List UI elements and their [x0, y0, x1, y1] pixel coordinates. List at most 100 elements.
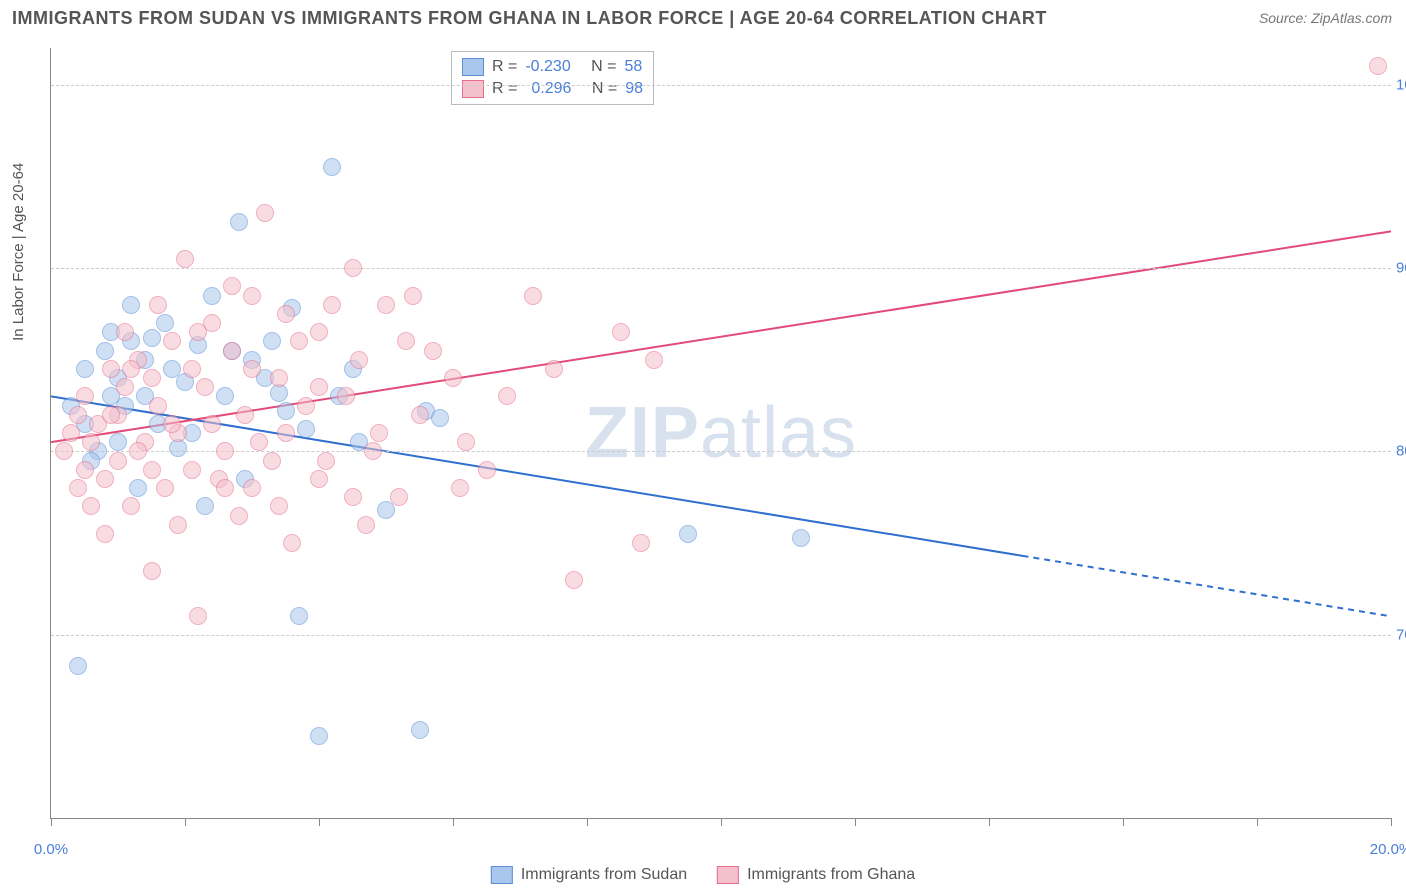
- scatter-point: [230, 213, 248, 231]
- gridline: [51, 268, 1391, 269]
- scatter-point: [76, 360, 94, 378]
- scatter-point: [457, 433, 475, 451]
- scatter-point: [310, 323, 328, 341]
- legend-label-ghana: Immigrants from Ghana: [747, 866, 915, 884]
- scatter-point: [96, 470, 114, 488]
- scatter-point: [310, 378, 328, 396]
- legend-swatch-ghana: [717, 866, 739, 884]
- r-value-sudan: -0.230: [525, 56, 570, 78]
- scatter-point: [163, 415, 181, 433]
- x-tick: [319, 818, 320, 826]
- scatter-point: [122, 497, 140, 515]
- scatter-point: [310, 727, 328, 745]
- n-label-sudan: N =: [591, 56, 616, 78]
- scatter-point: [143, 369, 161, 387]
- scatter-point: [183, 360, 201, 378]
- scatter-point: [76, 387, 94, 405]
- x-tick: [855, 818, 856, 826]
- scatter-point: [632, 534, 650, 552]
- scatter-point: [189, 323, 207, 341]
- scatter-point: [203, 415, 221, 433]
- n-value-sudan: 58: [625, 56, 643, 78]
- scatter-point: [243, 287, 261, 305]
- legend-label-sudan: Immigrants from Sudan: [521, 866, 687, 884]
- scatter-point: [122, 360, 140, 378]
- x-tick: [587, 818, 588, 826]
- scatter-point: [270, 497, 288, 515]
- scatter-point: [176, 250, 194, 268]
- scatter-point: [524, 287, 542, 305]
- scatter-point: [149, 296, 167, 314]
- watermark-bold: ZIP: [585, 393, 700, 473]
- correlation-stats-legend: R = -0.230 N = 58 R = 0.296 N = 98: [451, 51, 654, 105]
- scatter-point: [444, 369, 462, 387]
- scatter-point: [102, 360, 120, 378]
- scatter-point: [196, 497, 214, 515]
- scatter-point: [129, 442, 147, 460]
- scatter-point: [478, 461, 496, 479]
- scatter-point: [270, 369, 288, 387]
- scatter-point: [149, 397, 167, 415]
- scatter-point: [243, 360, 261, 378]
- scatter-point: [256, 204, 274, 222]
- legend-swatch-sudan: [491, 866, 513, 884]
- scatter-point: [431, 409, 449, 427]
- scatter-point: [277, 424, 295, 442]
- scatter-point: [143, 562, 161, 580]
- scatter-point: [290, 607, 308, 625]
- scatter-point: [156, 479, 174, 497]
- scatter-point: [411, 721, 429, 739]
- scatter-point: [498, 387, 516, 405]
- scatter-point: [411, 406, 429, 424]
- scatter-point: [679, 525, 697, 543]
- scatter-point: [1369, 57, 1387, 75]
- scatter-point: [277, 305, 295, 323]
- scatter-point: [323, 296, 341, 314]
- scatter-point: [397, 332, 415, 350]
- bottom-legend: Immigrants from Sudan Immigrants from Gh…: [491, 866, 915, 884]
- scatter-point: [277, 402, 295, 420]
- scatter-point: [143, 461, 161, 479]
- scatter-point: [203, 287, 221, 305]
- gridline: [51, 451, 1391, 452]
- scatter-point: [344, 488, 362, 506]
- scatter-point: [370, 424, 388, 442]
- scatter-point: [364, 442, 382, 460]
- x-tick: [185, 818, 186, 826]
- n-label-ghana: N =: [592, 78, 617, 100]
- gridline: [51, 85, 1391, 86]
- scatter-point: [96, 525, 114, 543]
- scatter-point: [223, 277, 241, 295]
- chart-svg-layer: [51, 48, 1391, 818]
- scatter-point: [82, 433, 100, 451]
- swatch-ghana: [462, 80, 484, 98]
- legend-item-sudan: Immigrants from Sudan: [491, 866, 687, 884]
- scatter-point: [116, 323, 134, 341]
- scatter-point: [156, 314, 174, 332]
- scatter-point: [169, 516, 187, 534]
- scatter-point: [404, 287, 422, 305]
- scatter-point: [82, 497, 100, 515]
- scatter-point: [183, 461, 201, 479]
- swatch-sudan: [462, 58, 484, 76]
- stats-row-sudan: R = -0.230 N = 58: [462, 56, 643, 78]
- scatter-point: [230, 507, 248, 525]
- gridline: [51, 635, 1391, 636]
- scatter-point: [290, 332, 308, 350]
- x-tick: [1391, 818, 1392, 826]
- scatter-point: [109, 433, 127, 451]
- scatter-point: [216, 479, 234, 497]
- scatter-point: [263, 332, 281, 350]
- scatter-point: [645, 351, 663, 369]
- scatter-point: [344, 259, 362, 277]
- scatter-point: [69, 657, 87, 675]
- x-tick: [721, 818, 722, 826]
- x-tick: [453, 818, 454, 826]
- scatter-point: [76, 461, 94, 479]
- scatter-point: [451, 479, 469, 497]
- scatter-point: [612, 323, 630, 341]
- scatter-point: [196, 378, 214, 396]
- y-tick-label: 100.0%: [1396, 76, 1406, 93]
- scatter-point: [69, 406, 87, 424]
- scatter-point: [189, 607, 207, 625]
